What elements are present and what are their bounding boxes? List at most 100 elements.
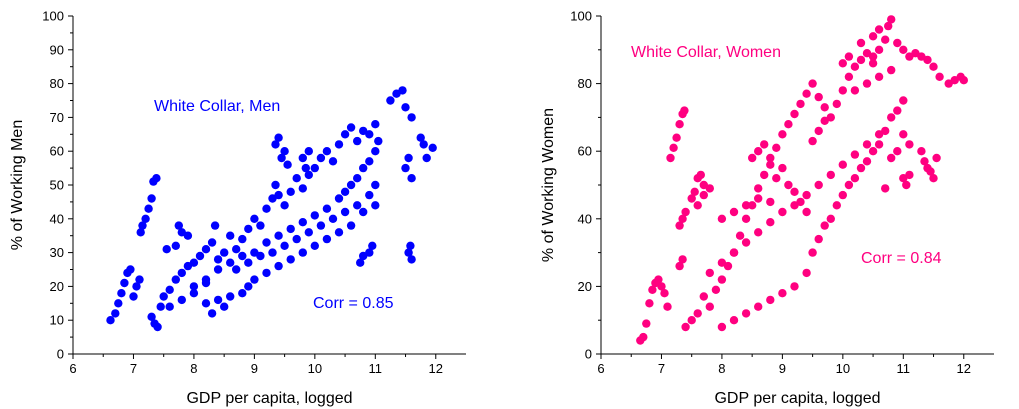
data-point: [365, 190, 374, 200]
women-x-axis-label: GDP per capita, logged: [714, 390, 880, 407]
data-point: [881, 126, 890, 136]
data-point: [850, 62, 860, 71]
data-point: [126, 265, 135, 274]
chart-women: 6 7 8 9 10 11 12 0 20 40 60 80 100 GDP per capita, …: [540, 9, 994, 407]
data-point: [274, 190, 283, 200]
men-x-axis-label: GDP per capita, logged: [186, 390, 352, 407]
data-point: [353, 174, 362, 183]
data-point: [286, 187, 295, 196]
data-point: [189, 282, 199, 291]
data-point: [210, 221, 220, 230]
data-point: [850, 86, 860, 95]
data-point: [256, 251, 265, 261]
data-point: [159, 292, 168, 301]
data-point: [268, 248, 277, 257]
data-point: [153, 322, 162, 332]
data-point: [784, 180, 793, 190]
data-point: [213, 295, 223, 305]
data-point: [760, 140, 769, 149]
x-tick-label: 10: [308, 361, 322, 376]
data-point: [856, 163, 866, 173]
data-point: [404, 248, 413, 257]
data-point: [887, 113, 896, 122]
data-point: [899, 130, 908, 139]
data-point: [244, 282, 253, 291]
data-point: [868, 32, 878, 41]
data-point: [838, 86, 847, 95]
data-point: [359, 163, 368, 173]
data-point: [838, 160, 847, 169]
data-point: [802, 89, 811, 98]
data-point: [365, 248, 374, 257]
data-point: [271, 180, 280, 190]
y-tick-label: 70: [50, 110, 64, 125]
data-point: [340, 130, 350, 139]
data-point: [790, 187, 799, 196]
data-point: [926, 167, 935, 176]
data-point: [887, 153, 896, 163]
data-point: [717, 214, 727, 223]
data-point: [874, 140, 884, 149]
x-tick-label: 8: [718, 361, 725, 376]
y-tick-label: 60: [50, 144, 64, 159]
men-correlation-label: Corr = 0.85: [313, 295, 394, 312]
data-point: [826, 170, 835, 180]
data-point: [162, 245, 171, 254]
data-point: [422, 153, 431, 163]
data-point: [138, 221, 147, 230]
data-point: [657, 282, 666, 291]
data-point: [754, 184, 763, 193]
data-point: [322, 204, 332, 213]
data-point: [814, 92, 823, 102]
y-tick-label: 10: [50, 313, 64, 328]
data-point: [893, 38, 902, 48]
y-tick-label: 30: [50, 245, 64, 260]
data-point: [693, 309, 702, 318]
data-point: [729, 207, 739, 217]
data-point: [932, 153, 941, 163]
data-point: [690, 187, 699, 196]
data-point: [884, 21, 893, 31]
data-point: [371, 201, 380, 210]
data-point: [741, 214, 751, 223]
data-point: [298, 184, 307, 193]
data-point: [334, 194, 344, 203]
data-point: [262, 238, 271, 247]
data-point: [814, 180, 823, 190]
data-point: [298, 153, 307, 163]
data-point: [304, 170, 313, 180]
data-point: [748, 201, 757, 210]
chart-men: 6 7 8 9 10 11 12 0 10 20 30 40 50 60 70 80 90 100 GDP pe…: [9, 9, 466, 407]
data-point: [111, 309, 120, 318]
data-point: [874, 72, 884, 82]
data-point: [328, 157, 338, 166]
women-y-axis-label: % of Working Women: [540, 108, 557, 262]
data-point: [832, 99, 841, 109]
data-point: [280, 241, 289, 250]
data-point: [862, 49, 872, 58]
data-point: [301, 163, 310, 173]
data-point: [796, 99, 805, 109]
data-point: [189, 258, 199, 267]
data-point: [398, 86, 407, 95]
data-point: [304, 147, 313, 156]
data-point: [929, 62, 938, 71]
data-point: [292, 234, 301, 244]
data-point: [881, 35, 890, 44]
y-tick-label: 60: [578, 144, 592, 159]
data-point: [274, 133, 283, 142]
data-point: [322, 234, 332, 244]
data-point: [778, 289, 787, 298]
data-point: [310, 211, 319, 220]
data-point: [226, 292, 235, 301]
data-point: [868, 52, 878, 61]
data-point: [250, 275, 259, 284]
data-point: [298, 218, 307, 227]
data-point: [244, 224, 253, 234]
data-point: [687, 194, 696, 203]
data-point: [238, 289, 247, 298]
data-point: [826, 113, 835, 122]
data-point: [183, 231, 193, 240]
y-tick-label: 80: [50, 76, 64, 91]
